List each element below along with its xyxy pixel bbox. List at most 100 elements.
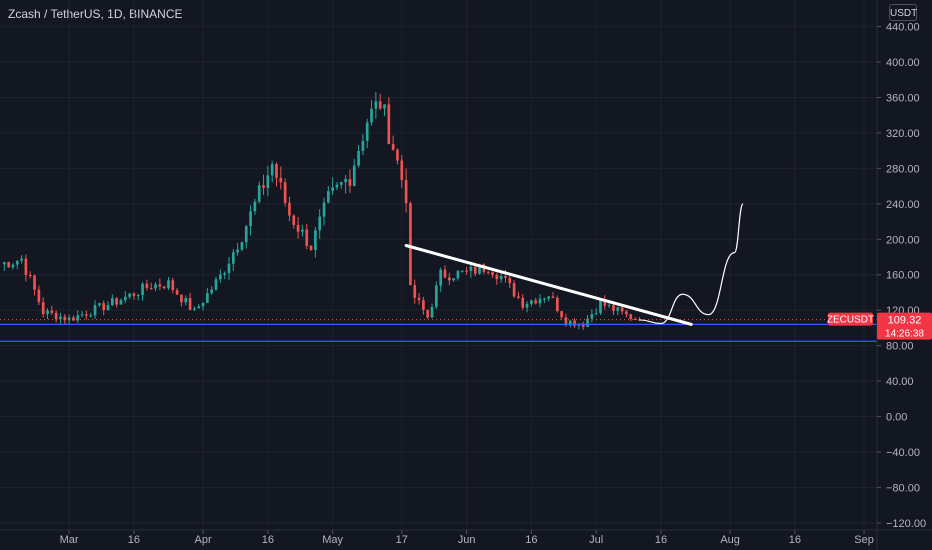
candle-body — [24, 258, 28, 276]
candle-body — [478, 264, 481, 274]
candle-body — [357, 151, 360, 166]
candle-body — [435, 285, 438, 307]
candle-body — [11, 264, 15, 268]
candle-body — [620, 307, 624, 312]
candle-body — [28, 275, 32, 277]
candle-body — [417, 297, 421, 301]
candle-body — [270, 164, 274, 176]
trendline — [404, 244, 693, 326]
candle-body — [210, 289, 214, 294]
price-tick-label: 360.00 — [886, 92, 920, 104]
price-tick-label: 240.00 — [886, 199, 920, 211]
exchange-label: BINANCE — [129, 7, 183, 21]
candle-body — [184, 298, 188, 303]
candle-body — [249, 211, 252, 227]
time-axis[interactable]: Mar 16 Apr 16 May 17 Jun 16 Jul 16 Aug 16 Sep — [0, 529, 932, 546]
time-tick-label: 16 — [262, 534, 274, 546]
candle-body — [162, 286, 166, 289]
currency-button[interactable]: USDT — [889, 4, 917, 21]
candle-body — [175, 290, 179, 295]
candle-body — [469, 266, 473, 271]
price-axis[interactable]: 440.00 400.00 360.00 320.00 280.00 240.00 200.… — [876, 0, 926, 550]
candle-body — [50, 310, 54, 313]
countdown-timer: 14:26:38 — [885, 329, 924, 340]
candle-body — [508, 277, 512, 284]
candle-body — [180, 294, 183, 303]
candle-body — [98, 303, 101, 306]
candle-body — [309, 245, 313, 250]
candle-body — [275, 164, 278, 178]
candle-body — [491, 272, 494, 275]
candle-body — [314, 230, 317, 250]
candle-body — [145, 283, 149, 289]
symbol-tag-bg — [828, 312, 873, 326]
candle-body — [370, 108, 373, 123]
last-price-value: 109.32 — [888, 315, 922, 327]
candle-body — [231, 252, 235, 264]
candle-body — [590, 314, 594, 319]
candle-body — [132, 293, 136, 296]
candle-body — [396, 149, 399, 161]
candle-body — [106, 305, 110, 310]
candle-body — [404, 179, 408, 204]
candle-body — [128, 293, 131, 297]
candle-body — [568, 320, 572, 326]
candle-body — [409, 203, 412, 286]
candle-body — [594, 312, 598, 315]
candle-body — [383, 104, 386, 109]
candle-body — [344, 179, 347, 183]
price-tick-label: −40.00 — [886, 447, 920, 459]
candle-body — [495, 274, 499, 280]
time-tick-label: May — [322, 534, 343, 546]
candle-body — [33, 275, 36, 290]
price-tick-label: −80.00 — [886, 482, 920, 494]
time-tick-label: 16 — [525, 534, 537, 546]
candle-body — [426, 309, 430, 318]
candle-body — [318, 216, 322, 231]
price-tick-label: 280.00 — [886, 163, 920, 175]
candle-body — [361, 140, 365, 152]
candle-body — [41, 302, 45, 315]
candle-body — [20, 258, 23, 261]
chart-grid — [0, 0, 877, 530]
interval-label: 1D — [107, 7, 123, 21]
candle-body — [625, 311, 628, 315]
time-tick-label: Apr — [194, 534, 211, 546]
price-tag-bg — [877, 312, 932, 340]
candle-body — [443, 269, 447, 278]
candle-body — [110, 298, 114, 306]
time-tick-label: Aug — [720, 534, 740, 546]
candle-body — [534, 300, 538, 304]
candle-body — [352, 165, 356, 186]
candle-body — [439, 269, 442, 286]
candle-body — [288, 202, 291, 216]
candle-body — [331, 187, 334, 192]
candle-body — [158, 284, 162, 287]
candle-body — [296, 225, 300, 232]
candle-body — [102, 303, 106, 310]
candle-body — [551, 296, 555, 298]
candle-body — [391, 144, 395, 150]
title-separator: , — [122, 7, 130, 21]
time-tick-label: Jul — [589, 534, 603, 546]
symbol-title[interactable]: Zcash / TetherUS, 1D, BINANCE — [8, 7, 183, 21]
candle-body — [123, 296, 127, 301]
candle-body — [149, 288, 153, 290]
candle-body — [283, 182, 287, 203]
price-tick-label: −120.00 — [886, 518, 926, 530]
price-tick-label: 0.00 — [886, 412, 907, 424]
price-tick-label: 160.00 — [886, 270, 920, 282]
candle-body — [335, 184, 339, 188]
price-tick-label: 320.00 — [886, 128, 920, 140]
time-tick-label: 16 — [128, 534, 140, 546]
symbol-name: Zcash / TetherUS — [8, 7, 101, 21]
candle-body — [218, 274, 222, 280]
candle-body — [607, 304, 611, 306]
candle-body — [119, 300, 123, 305]
candle-body — [322, 202, 326, 217]
candle-body — [499, 276, 503, 280]
candle-body — [633, 318, 637, 320]
candle-body — [586, 318, 589, 327]
